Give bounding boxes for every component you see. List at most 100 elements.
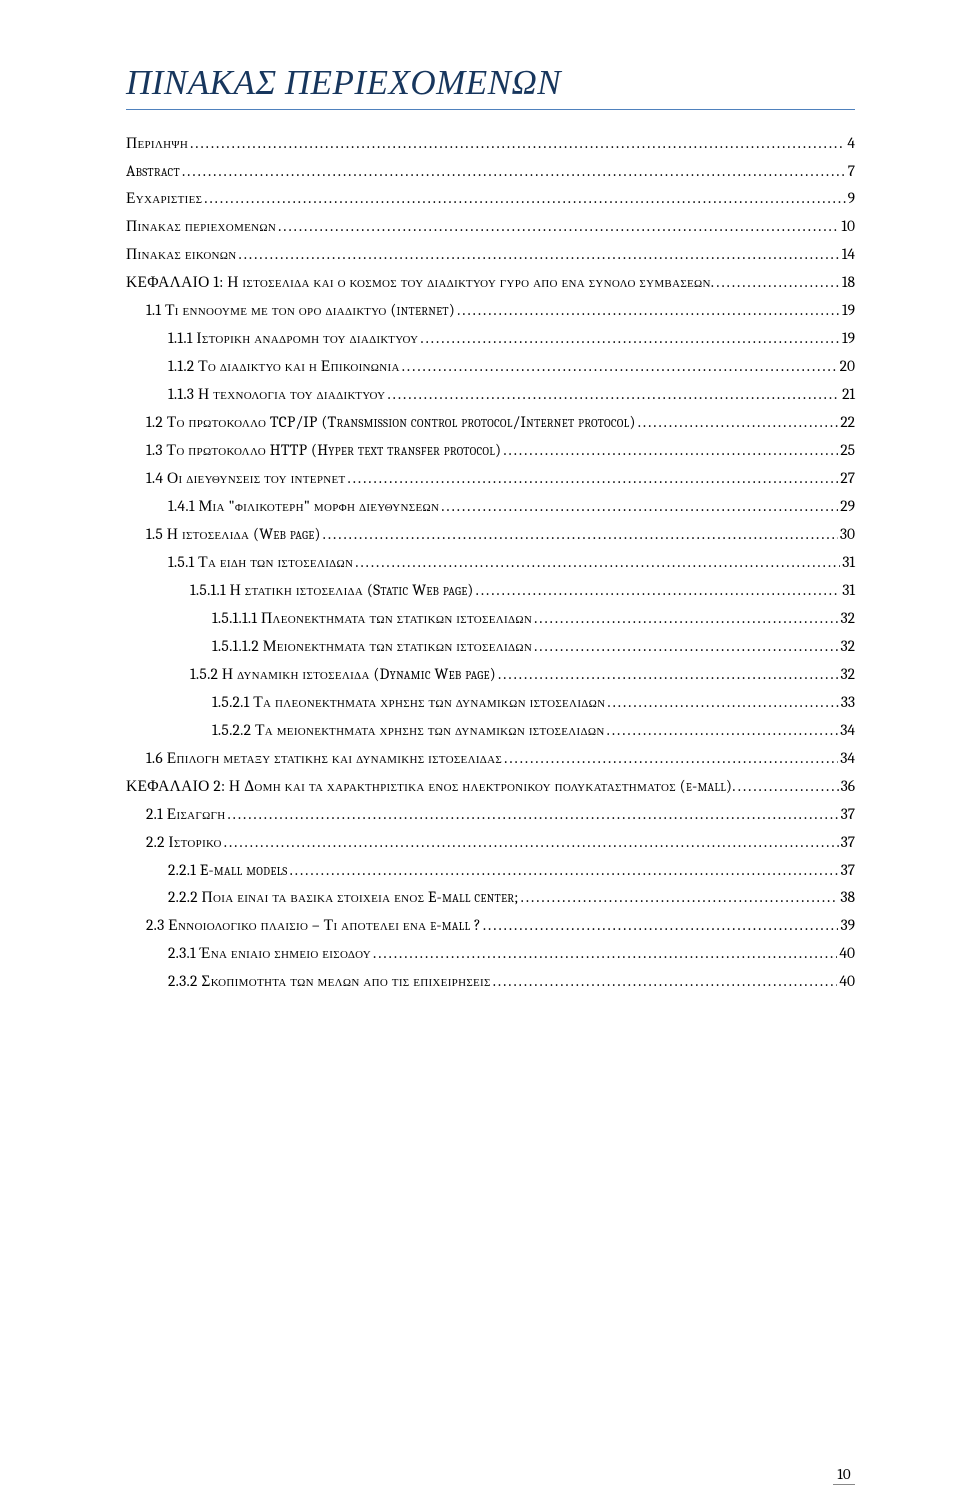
toc-leader: ........................................… [441, 497, 838, 515]
toc-entry: 1.5.2.1 Τα πλεονεκτηματα χρησης των δυνα… [126, 693, 855, 712]
toc-entry-page: 29 [840, 497, 855, 515]
toc-entry: 2.3.1 Ένα ενιαιο σημειο εισοδου ........… [126, 944, 855, 963]
toc-leader: ........................................… [716, 273, 840, 291]
toc-entry: 1.6 Επιλογη μεταξυ στατικης και δυναμικη… [126, 749, 855, 768]
toc-entry: 1.1.2 Το διαδικτυο και η Επικοινωνια ...… [126, 357, 855, 376]
toc-entry: 2.2.1 E-mall models ....................… [126, 861, 855, 879]
toc-entry: 1.4.1 Μια "φιλικοτερη" μορφη διευθυνσεων… [126, 497, 855, 516]
toc-leader: ........................................… [503, 441, 838, 459]
toc-entry-page: 20 [840, 357, 855, 375]
toc-leader: ........................................… [278, 217, 839, 235]
toc-entry-label: 2.2.1 E-mall models [168, 861, 288, 879]
toc-entry-page: 40 [839, 944, 855, 962]
toc-entry-label: 1.4 Οι διευθυνσεις του ιντερνετ [146, 469, 346, 488]
toc-entry-label: ΚΕΦΑΛΑΙΟ 2: Η Δομη και τα χαρακτηριστικα… [126, 777, 736, 796]
toc-entry: 1.2 Το πρωτοκολλο TCP/IP (Transmission c… [126, 413, 855, 432]
toc-entry-page: 33 [841, 693, 855, 711]
toc-leader: ........................................… [457, 301, 840, 319]
toc-entry: Περιληψη ...............................… [126, 134, 855, 153]
toc-entry: Πινακας εικονων ........................… [126, 245, 855, 264]
toc-entry: 2.3 Εννοιολογικο πλαισιο – Τι αποτελει ε… [126, 916, 855, 935]
toc-entry: 2.2 Ιστορικο ...........................… [126, 833, 855, 852]
toc-entry: 1.5.2.2 Τα μειονεκτηματα χρησης των δυνα… [126, 721, 855, 740]
page-number-footer: 10 [833, 1465, 855, 1485]
toc-entry-label: Πινακας εικονων [126, 245, 237, 264]
table-of-contents: Περιληψη ...............................… [126, 134, 855, 991]
toc-leader: ........................................… [521, 888, 839, 906]
toc-entry: 2.2.2 Ποια ειναι τα βασικα στοιχεια ενος… [126, 888, 855, 907]
toc-leader: ........................................… [534, 637, 838, 655]
toc-entry-page: 32 [841, 637, 855, 655]
toc-leader: ........................................… [348, 469, 839, 487]
toc-entry: 1.5.1.1.2 Μειονεκτηματα των στατικων ιστ… [126, 637, 855, 656]
toc-entry-label: 1.2 Το πρωτοκολλο TCP/IP (Transmission c… [146, 413, 636, 432]
toc-leader: ........................................… [227, 805, 838, 823]
toc-leader: ........................................… [239, 245, 840, 263]
toc-entry-label: Πινακας περιεχομενων [126, 217, 276, 236]
toc-entry-label: 1.6 Επιλογη μεταξυ στατικης και δυναμικη… [146, 749, 502, 768]
toc-entry-page: 36 [841, 777, 855, 795]
toc-entry-label: 1.5 Η ιστοσελιδα (Web page) [146, 525, 321, 544]
toc-leader: ........................................… [738, 777, 839, 795]
toc-entry-page: 21 [842, 385, 855, 403]
toc-entry: 1.5.1.1.1 Πλεονεκτηματα των στατικων ιστ… [126, 609, 855, 628]
toc-leader: ........................................… [638, 413, 839, 431]
toc-entry-page: 19 [842, 301, 855, 319]
toc-entry-label: 1.5.1.1.1 Πλεονεκτηματα των στατικων ιστ… [212, 609, 532, 628]
toc-entry-page: 7 [848, 162, 855, 180]
toc-entry-page: 34 [840, 749, 855, 767]
toc-entry: 2.3.2 Σκοπιμοτητα των μελων απο τις επιχ… [126, 972, 855, 991]
toc-entry-label: 1.3 Το πρωτοκολλο HTTP (Hyper text trans… [146, 441, 501, 460]
toc-entry-label: 2.2 Ιστορικο [146, 833, 222, 852]
toc-entry-label: 1.1.2 Το διαδικτυο και η Επικοινωνια [168, 357, 400, 376]
toc-leader: ........................................… [420, 329, 840, 347]
toc-entry-page: 4 [847, 134, 855, 152]
toc-entry-label: 2.3.2 Σκοπιμοτητα των μελων απο τις επιχ… [168, 972, 491, 991]
toc-entry-page: 40 [839, 972, 855, 990]
toc-entry-page: 37 [841, 861, 855, 879]
toc-leader: ........................................… [607, 721, 839, 739]
toc-leader: ........................................… [483, 916, 839, 934]
toc-leader: ........................................… [504, 749, 838, 767]
toc-entry-label: 1.5.1.1.2 Μειονεκτηματα των στατικων ιστ… [212, 637, 532, 656]
toc-entry-page: 31 [842, 581, 855, 599]
toc-leader: ........................................… [402, 357, 838, 375]
toc-leader: ........................................… [290, 861, 839, 879]
toc-entry-label: 2.3 Εννοιολογικο πλαισιο – Τι αποτελει ε… [146, 916, 481, 935]
toc-entry-label: 1.1.1 Ιστορικη αναδρομη του διαδικτυου [168, 329, 418, 348]
toc-entry-label: Περιληψη [126, 134, 188, 153]
toc-entry-page: 31 [842, 553, 855, 571]
toc-entry-label: 1.4.1 Μια "φιλικοτερη" μορφη διευθυνσεων [168, 497, 439, 516]
toc-entry: 1.1.3 Η τεχνολογια του διαδικτυου ......… [126, 385, 855, 404]
toc-leader: ........................................… [476, 581, 841, 599]
toc-entry-page: 30 [840, 525, 855, 543]
toc-leader: ........................................… [323, 525, 838, 543]
toc-entry: Πινακας περιεχομενων ...................… [126, 217, 855, 236]
toc-entry: 1.1 Τι εννοουμε με τον ορο διαδικτυο (in… [126, 301, 855, 320]
toc-entry: ΚΕΦΑΛΑΙΟ 2: Η Δομη και τα χαρακτηριστικα… [126, 777, 855, 796]
toc-leader: ........................................… [607, 693, 838, 711]
toc-entry: 1.4 Οι διευθυνσεις του ιντερνετ ........… [126, 469, 855, 488]
toc-entry-page: 10 [841, 217, 855, 235]
toc-entry-label: Abstract [126, 162, 180, 180]
toc-leader: ........................................… [204, 189, 845, 207]
toc-entry-page: 18 [842, 273, 855, 291]
toc-entry-label: 1.1.3 Η τεχνολογια του διαδικτυου [168, 385, 385, 404]
toc-entry-label: 1.5.2.1 Τα πλεονεκτηματα χρησης των δυνα… [212, 693, 605, 712]
toc-leader: ........................................… [373, 944, 837, 962]
toc-entry-page: 22 [840, 413, 855, 431]
toc-entry-page: 14 [842, 245, 855, 263]
toc-entry-page: 38 [840, 888, 855, 906]
toc-entry-page: 19 [842, 329, 855, 347]
toc-entry-label: 2.3.1 Ένα ενιαιο σημειο εισοδου [168, 944, 371, 963]
toc-entry: 1.5.1 Τα ειδη των ιστοσελιδων ..........… [126, 553, 855, 572]
toc-entry-page: 39 [840, 916, 855, 934]
toc-entry-label: 1.1 Τι εννοουμε με τον ορο διαδικτυο (in… [146, 301, 455, 320]
toc-entry-page: 27 [840, 469, 855, 487]
toc-entry-page: 37 [841, 805, 855, 823]
toc-entry: ΚΕΦΑΛΑΙΟ 1: Η ιστοσελιδα και ο κοσμος το… [126, 273, 855, 292]
toc-entry-page: 9 [848, 189, 855, 207]
toc-entry: 1.5.2 Η δυναμικη ιστοσελιδα (Dynamic Web… [126, 665, 855, 684]
toc-entry-page: 34 [840, 721, 855, 739]
toc-entry-page: 25 [840, 441, 855, 459]
